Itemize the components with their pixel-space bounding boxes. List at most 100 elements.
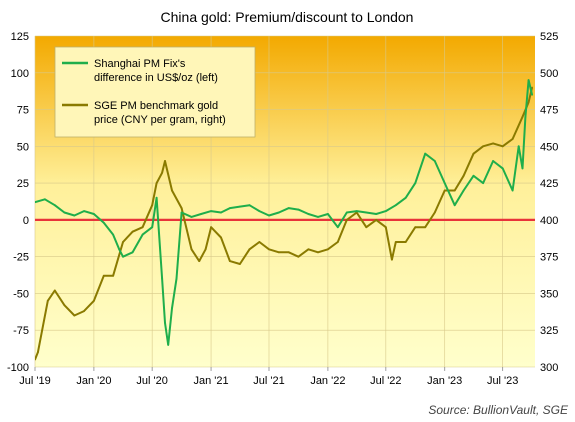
point-sge-price [220, 236, 222, 239]
x-tick-label: Jan '20 [76, 375, 111, 387]
point-shanghai-premium [527, 79, 530, 81]
point-sge-price [404, 241, 407, 243]
point-shanghai-premium [365, 211, 368, 214]
point-sge-price [511, 138, 514, 140]
point-sge-price [307, 248, 310, 251]
point-shanghai-premium [297, 208, 300, 211]
point-sge-price [424, 226, 427, 229]
point-sge-price [53, 289, 56, 292]
point-sge-price [122, 241, 124, 243]
point-shanghai-premium [102, 221, 105, 224]
point-shanghai-premium [531, 93, 533, 96]
point-sge-price [35, 358, 36, 361]
point-shanghai-premium [521, 167, 524, 170]
y-left-tick-label: 25 [17, 178, 29, 190]
y-left-tick-label: -75 [13, 325, 29, 337]
legend: Shanghai PM Fix's difference in US$/oz (… [54, 46, 256, 138]
point-sge-price [453, 189, 456, 192]
x-tick-label: Jul '21 [253, 375, 284, 387]
point-shanghai-premium [375, 213, 378, 215]
series-layer [35, 79, 534, 361]
x-tick-label: Jul '19 [19, 375, 50, 387]
point-sge-price [384, 226, 387, 229]
point-shanghai-premium [229, 207, 231, 210]
y-right-tick-label: 425 [540, 178, 558, 190]
legend-label-sge-price-line1: SGE PM benchmark gold [94, 100, 218, 112]
point-shanghai-premium [161, 277, 164, 280]
legend-label-sge-price-line2: price (CNY per gram, right) [94, 114, 226, 126]
point-sge-price [482, 145, 484, 148]
y-right-tick-label: 500 [540, 68, 558, 80]
point-shanghai-premium [248, 204, 251, 207]
point-shanghai-premium [118, 248, 121, 251]
point-shanghai-premium [453, 204, 456, 207]
point-sge-price [164, 160, 166, 162]
y-left-tick-label: 0 [23, 215, 29, 227]
point-sge-price [394, 241, 397, 243]
x-axis-ticks: Jul '19 Jan '20 Jul '20 Jan '21 Jul '21 Jan '… [19, 367, 518, 387]
point-sge-price [73, 314, 76, 317]
point-shanghai-premium [307, 213, 310, 215]
point-shanghai-premium [355, 210, 358, 213]
point-sge-price [180, 207, 183, 210]
point-shanghai-premium [278, 211, 280, 214]
point-shanghai-premium [258, 210, 261, 213]
point-shanghai-premium [112, 233, 114, 236]
point-shanghai-premium [268, 214, 270, 217]
series-line-shanghai-premium [35, 79, 534, 346]
point-sge-price [141, 226, 144, 229]
y-left-tick-label: 100 [11, 68, 29, 80]
point-sge-price [37, 351, 39, 354]
point-shanghai-premium [220, 211, 222, 214]
right-axis-ticks: 300 325 350 375 400 425 450 475 500 525 [540, 31, 558, 374]
point-sge-price [287, 251, 290, 254]
point-sge-price [521, 116, 524, 118]
point-sge-price [317, 251, 319, 254]
chart-title: China gold: Premium/discount to London [161, 9, 414, 25]
point-sge-price [531, 86, 533, 89]
y-right-tick-label: 375 [540, 252, 558, 264]
point-shanghai-premium [155, 196, 158, 199]
point-shanghai-premium [180, 211, 183, 214]
point-sge-price [102, 274, 105, 277]
y-right-tick-label: 450 [540, 141, 558, 153]
point-shanghai-premium [151, 226, 154, 229]
point-sge-price [248, 248, 251, 251]
y-left-tick-label: -25 [13, 252, 29, 264]
point-sge-price [83, 310, 85, 312]
point-shanghai-premium [93, 213, 95, 215]
point-sge-price [171, 189, 173, 192]
y-left-tick-label: -50 [13, 288, 29, 300]
point-shanghai-premium [384, 210, 387, 213]
point-shanghai-premium [83, 210, 85, 213]
y-left-tick-label: 125 [11, 31, 29, 43]
point-shanghai-premium [462, 189, 465, 192]
y-right-tick-label: 300 [540, 362, 558, 374]
point-shanghai-premium [482, 182, 484, 185]
point-sge-price [46, 299, 49, 302]
y-left-tick-label: 50 [17, 141, 29, 153]
series-line-sge-price [35, 87, 534, 360]
point-shanghai-premium [175, 277, 178, 280]
legend-label-shanghai-premium-line1: Shanghai PM Fix's [94, 58, 186, 70]
point-shanghai-premium [190, 216, 193, 218]
point-sge-price [501, 145, 504, 148]
source-text: BullionVault, SGE [473, 403, 569, 417]
point-sge-price [375, 219, 378, 221]
point-sge-price [151, 204, 154, 207]
point-shanghai-premium [327, 213, 329, 215]
point-shanghai-premium [414, 182, 417, 185]
point-shanghai-premium [424, 152, 427, 155]
point-sge-price [414, 226, 417, 229]
point-shanghai-premium [287, 207, 290, 210]
point-sge-price [210, 226, 213, 229]
point-shanghai-premium [501, 167, 504, 170]
point-shanghai-premium [44, 198, 46, 201]
left-axis-ticks: -100 -75 -50 -25 0 25 50 75 100 125 [7, 31, 29, 374]
point-shanghai-premium [164, 322, 166, 324]
point-sge-price [297, 255, 300, 258]
point-sge-price [365, 226, 368, 229]
point-shanghai-premium [317, 216, 319, 218]
point-sge-price [433, 211, 436, 214]
